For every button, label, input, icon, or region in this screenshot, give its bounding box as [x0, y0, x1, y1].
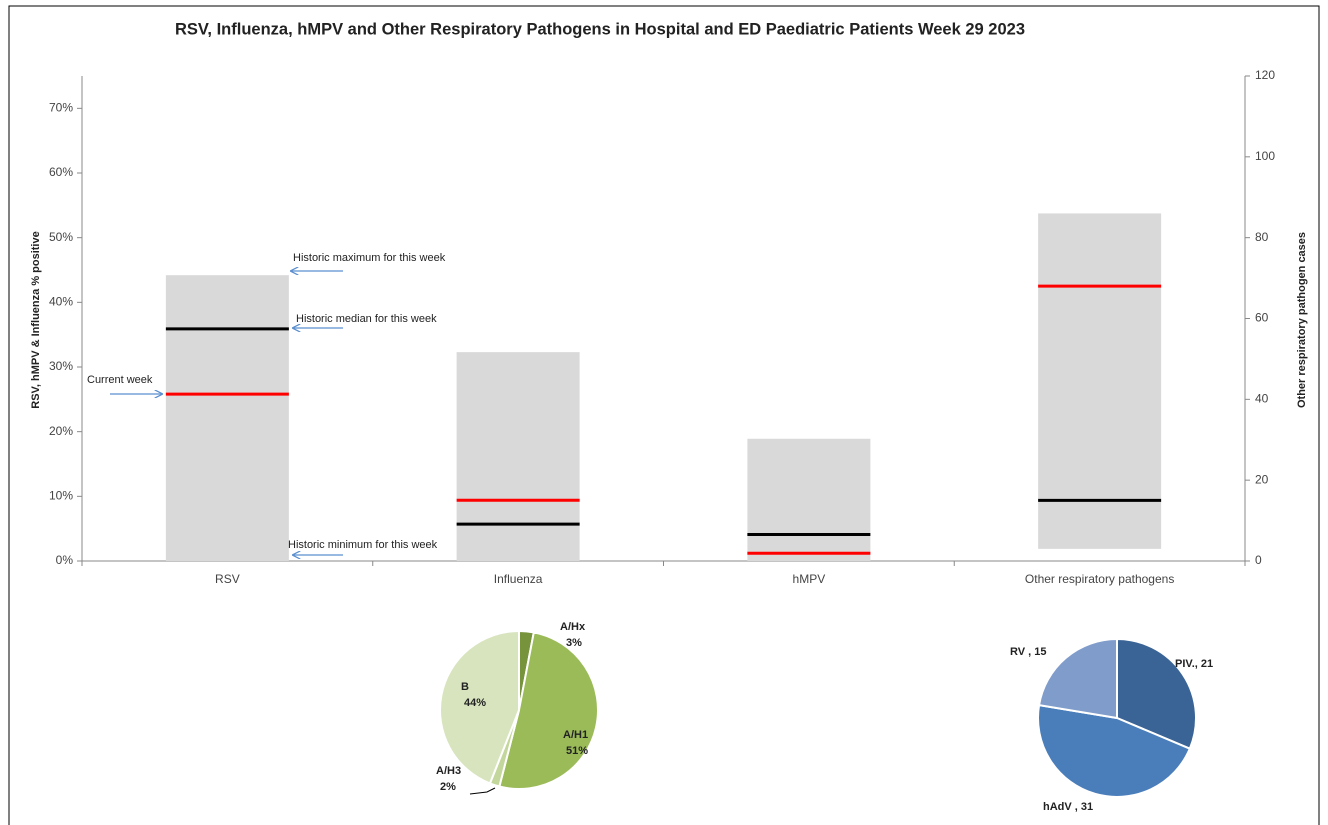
annotation-arrows: [110, 271, 343, 555]
pie-value-label: 51%: [566, 745, 588, 757]
y-tick-label: 0%: [56, 553, 74, 567]
pie-slice: [498, 631, 599, 790]
x-tick-label: Influenza: [494, 572, 543, 586]
annotation: Historic minimum for this week: [288, 539, 438, 551]
frame: [8, 5, 1320, 825]
pie-value-label: PIV., 21: [1175, 658, 1213, 670]
pie-slice: [1037, 637, 1118, 720]
pie-label: B: [461, 681, 469, 693]
pie-value-label: RV , 15: [1010, 646, 1047, 658]
y2-axis-label: Other respiratory pathogen cases: [1296, 232, 1308, 408]
y2-tick-label: 120: [1255, 68, 1275, 82]
y-tick-label: 40%: [49, 295, 73, 309]
y-tick-label: 20%: [49, 424, 73, 438]
range-bar: [747, 438, 871, 561]
pie-label: A/Hx: [560, 621, 586, 633]
y-tick-label: 70%: [49, 101, 73, 115]
y-tick-label: 60%: [49, 165, 73, 179]
chart-title: RSV, Influenza, hMPV and Other Respirato…: [175, 20, 1025, 38]
pie-slice: [439, 629, 520, 785]
annotation: Historic median for this week: [296, 313, 437, 325]
y-axis-label: RSV, hMPV & Influenza % positive: [30, 231, 42, 408]
y2-tick-label: 40: [1255, 392, 1269, 406]
range-bar: [165, 275, 289, 561]
pie-value-label: hAdV , 31: [1043, 801, 1093, 813]
pie-label: A/H3: [436, 765, 461, 777]
annotation: Current week: [87, 374, 153, 386]
pie-slice: [1037, 703, 1192, 799]
range-bar: [456, 352, 580, 561]
pie-label: A/H1: [563, 729, 588, 741]
pie-value-label: 3%: [566, 637, 582, 649]
y2-tick-label: 20: [1255, 472, 1269, 486]
y-tick-label: 30%: [49, 359, 73, 373]
x-tick-label: Other respiratory pathogens: [1025, 572, 1174, 586]
pie-value-label: 2%: [440, 781, 456, 793]
range-bar: [1038, 213, 1162, 549]
y2-tick-label: 0: [1255, 553, 1262, 567]
y2-tick-label: 100: [1255, 149, 1275, 163]
y2-tick-label: 80: [1255, 230, 1269, 244]
y2-tick-label: 60: [1255, 311, 1269, 325]
annotation: Historic maximum for this week: [293, 252, 446, 264]
y-tick-label: 50%: [49, 230, 73, 244]
x-tick-label: hMPV: [793, 572, 826, 586]
pie-slice: [1116, 637, 1197, 750]
y-tick-label: 10%: [49, 489, 73, 503]
x-tick-label: RSV: [215, 572, 240, 586]
pie-value-label: 44%: [464, 697, 486, 709]
